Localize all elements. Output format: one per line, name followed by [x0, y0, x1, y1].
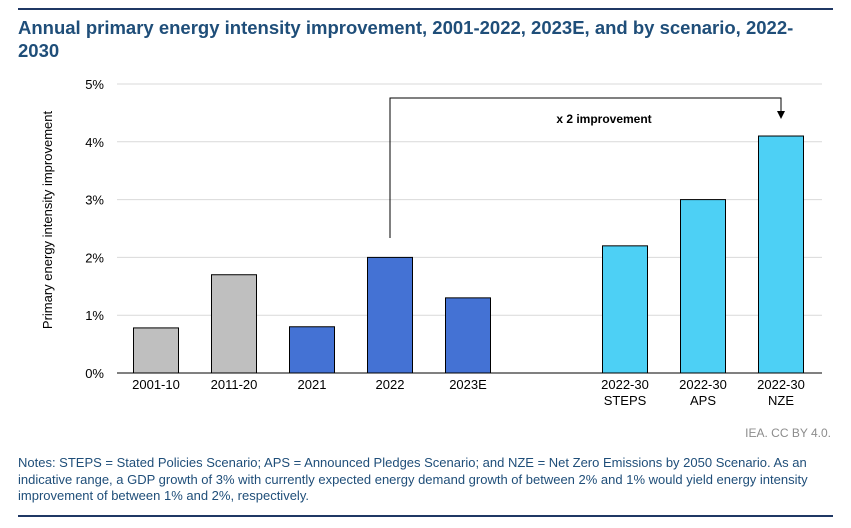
y-tick-label: 0%	[85, 366, 104, 381]
top-rule	[18, 8, 833, 10]
bottom-rule	[18, 515, 833, 517]
y-axis-label: Primary energy intensity improvement	[40, 111, 55, 330]
y-tick-label: 5%	[85, 77, 104, 92]
notes-text: Notes: STEPS = Stated Policies Scenario;…	[18, 455, 808, 503]
bar	[758, 135, 804, 374]
bar	[289, 326, 335, 374]
y-tick-label: 4%	[85, 135, 104, 150]
y-tick-label: 2%	[85, 250, 104, 265]
x-tick-label: 2011-20	[211, 377, 258, 392]
bar	[680, 199, 726, 374]
y-tick-label: 1%	[85, 308, 104, 323]
x-tick-label: APS	[690, 393, 716, 408]
x-axis-ticks: 2001-10 2011-20 2021 2022 2023E 2022-30STEPS2…	[132, 377, 805, 408]
y-tick-label: 3%	[85, 193, 104, 208]
annotation: x 2 improvement	[389, 97, 785, 238]
x-tick-label: STEPS	[604, 393, 647, 408]
bar	[367, 256, 413, 374]
chart-area: 0% 1% 2% 3% 4% 5% 2001-10 2011-20 2021 2022 2023E…	[40, 77, 822, 408]
chart-title: Annual primary energy intensity improvem…	[18, 17, 794, 61]
bar	[445, 297, 491, 374]
annotation-arrowhead	[777, 111, 785, 119]
x-tick-label: 2022-30	[757, 377, 805, 392]
bar	[602, 245, 648, 374]
bar	[133, 327, 179, 374]
x-tick-label: 2023E	[449, 377, 487, 392]
x-tick-label: NZE	[768, 393, 794, 408]
x-tick-label: 2022	[376, 377, 405, 392]
bar	[211, 274, 257, 374]
x-tick-label: 2001-10	[132, 377, 180, 392]
x-tick-label: 2022-30	[601, 377, 649, 392]
annotation-bracket	[389, 97, 782, 238]
annotation-label: x 2 improvement	[556, 112, 651, 126]
y-axis-ticks: 0% 1% 2% 3% 4% 5%	[85, 77, 104, 381]
x-tick-label: 2021	[298, 377, 327, 392]
bars	[133, 135, 804, 374]
credit-text: IEA. CC BY 4.0.	[745, 426, 831, 440]
x-tick-label: 2022-30	[679, 377, 727, 392]
